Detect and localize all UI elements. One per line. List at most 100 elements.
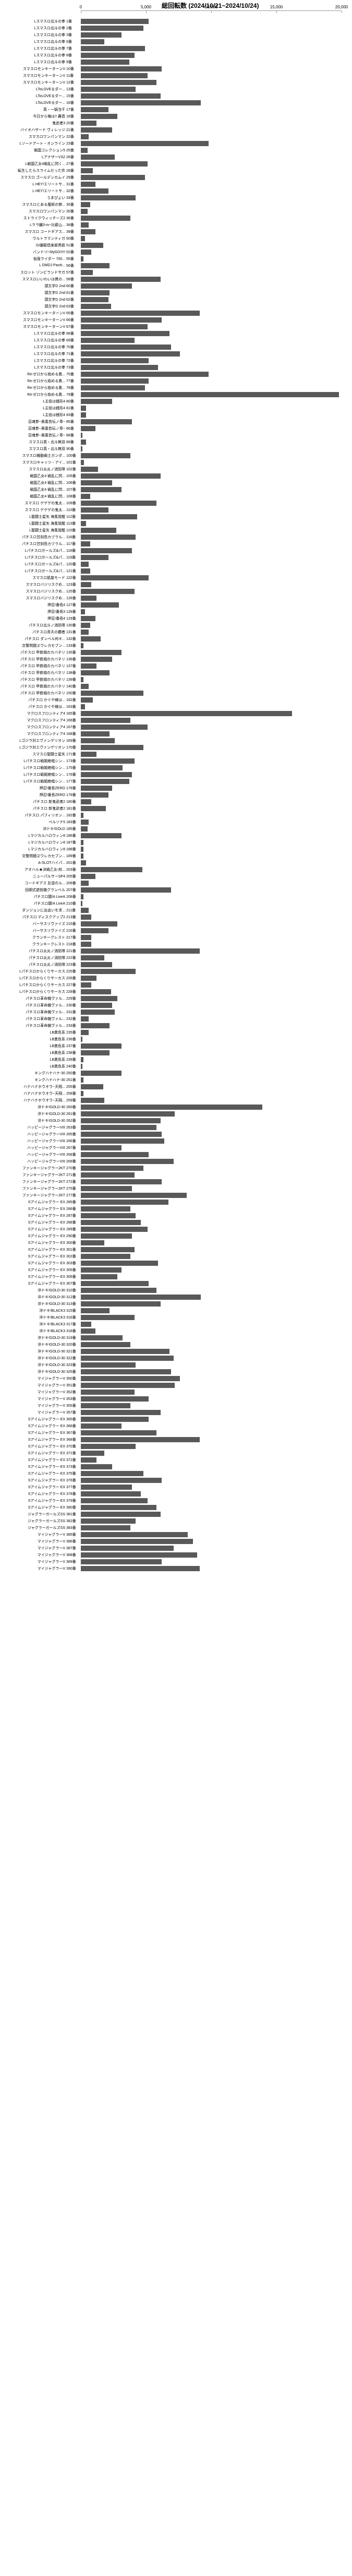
data-row: ハッピージャグラーVIII267番 — [0, 1144, 352, 1151]
data-row: Lパチスロからくりサーカス227番 — [0, 981, 352, 988]
row-label: 沖ドキ!GOLD-30 — [0, 1295, 66, 1300]
row-label: スマスロワンパンマン — [0, 209, 66, 214]
bar — [81, 1390, 135, 1395]
row-number: 50番 — [66, 236, 81, 241]
row-label: ウルトラマンティガ — [0, 236, 66, 241]
bar — [81, 1505, 156, 1510]
bar — [81, 1437, 200, 1442]
data-row: LB異色系240番 — [0, 1063, 352, 1070]
bar — [81, 575, 149, 580]
bar — [81, 1118, 161, 1123]
row-number: 265番 — [66, 1132, 81, 1137]
row-label: Sアイムジャグラー EX — [0, 1254, 66, 1259]
row-label: ペルソナ5 — [0, 820, 66, 825]
row-label: 忍魂参~奥義皆伝ノ章~ — [0, 419, 66, 424]
row-label: パチスロ 甲鉄城のカバネリ — [0, 663, 66, 669]
data-row: ハナハナホウオウ~天翔...259番 — [0, 1097, 352, 1103]
bar-zone — [81, 725, 342, 730]
data-row: LB異色系235番 — [0, 1029, 352, 1036]
row-label: 鬼武者3 — [0, 121, 66, 126]
bar-zone — [81, 1322, 342, 1327]
bar-zone — [81, 1023, 342, 1028]
row-label: スロット ゾンビランドサガ — [0, 270, 66, 275]
bar-zone — [81, 813, 342, 818]
bar — [81, 338, 135, 343]
bar — [81, 1267, 122, 1273]
row-number: 313番 — [66, 1301, 81, 1307]
row-number: 207番 — [66, 887, 81, 893]
row-label: L主役は銭形4 — [0, 399, 66, 404]
bar — [81, 813, 83, 818]
bar-zone — [81, 1383, 342, 1388]
bar-zone — [81, 833, 342, 838]
row-label: ストライクウィッチーズ2 — [0, 216, 66, 221]
bar — [81, 630, 89, 635]
bar — [81, 345, 171, 350]
data-row: スマスロ ゲゲゲの鬼太...109番 — [0, 500, 352, 506]
bar-zone — [81, 691, 342, 696]
row-number: 367番 — [66, 1430, 81, 1435]
bar — [81, 847, 83, 852]
data-row: 戦国コレクション525番 — [0, 147, 352, 153]
bar-zone — [81, 155, 342, 160]
row-label: LToLOVEるダー... — [0, 93, 66, 99]
data-row: 交警問題ヱウレカセブン...189番 — [0, 852, 352, 859]
row-number: 222番 — [66, 955, 81, 960]
bar-zone — [81, 1043, 342, 1049]
bar — [81, 704, 85, 709]
row-label: 沖ドキ!GOLD — [0, 826, 66, 832]
data-row: パチスロ かぐや様は...162番 — [0, 696, 352, 703]
row-label: Lパチスロガールズ&パ... — [0, 548, 66, 553]
data-row: クランキークレスト218番 — [0, 941, 352, 947]
data-row: 今日から俺は!! 轟音18番 — [0, 113, 352, 120]
data-row: L主役は銭形483番 — [0, 411, 352, 418]
data-row: パチスロ 甲鉄城のカバネリ140番 — [0, 683, 352, 690]
row-number: 210番 — [66, 901, 81, 906]
row-label: LToLOVEるダー... — [0, 87, 66, 92]
row-number: 317番 — [66, 1322, 81, 1327]
bar-zone — [81, 433, 342, 438]
bar-zone — [81, 521, 342, 526]
data-row: スマスロワンパンマン22番 — [0, 133, 352, 140]
bar-zone — [81, 630, 342, 635]
data-row: スマスロワンパンマン35番 — [0, 208, 352, 215]
row-number: 232番 — [66, 1016, 81, 1022]
bar-zone — [81, 107, 342, 112]
data-row: うまぴょい33番 — [0, 194, 352, 201]
row-label: Lパチスロ戦姫絶唱シン... — [0, 765, 66, 770]
row-number: 371番 — [66, 1451, 81, 1456]
data-row: 戦国乙女4 戦乱に閃...108番 — [0, 493, 352, 500]
bar — [81, 650, 122, 655]
row-number: 353番 — [66, 1396, 81, 1402]
row-label: スマスロとある魔術の禁... — [0, 202, 66, 207]
bar — [81, 1098, 104, 1103]
bar-zone — [81, 840, 342, 845]
bar — [81, 1403, 130, 1408]
bar-zone — [81, 677, 342, 682]
data-row: Lスマスロ北斗の拳9番 — [0, 58, 352, 65]
bar-zone — [81, 1403, 342, 1408]
bar-zone — [81, 1552, 342, 1558]
bar-zone — [81, 66, 342, 72]
bar-zone — [81, 1138, 342, 1144]
bar-zone — [81, 745, 342, 750]
row-label: Lパチスロ戦姫絶唱シン... — [0, 772, 66, 777]
row-label: スマスロ機動戦士ガンダ... — [0, 453, 66, 458]
row-label: Lララ臓3-m~比叡山... — [0, 222, 66, 228]
bar-zone — [81, 141, 342, 146]
bar-zone — [81, 935, 342, 940]
bar-zone — [81, 575, 342, 580]
bar-zone — [81, 1308, 342, 1313]
bar-zone — [81, 1471, 342, 1476]
data-row: パチスロ甘刻島カヅラル...117番 — [0, 540, 352, 547]
bar — [81, 915, 91, 920]
bar-zone — [81, 1464, 342, 1469]
data-row: スマスロモンキーターンV12番 — [0, 79, 352, 86]
data-row: Sアイムジャグラー EX289番 — [0, 1226, 352, 1232]
bar-zone — [81, 507, 342, 513]
data-row: 沖ドキ!GOLD-30320番 — [0, 1341, 352, 1348]
row-number: 251番 — [66, 1077, 81, 1083]
row-number: 118番 — [66, 548, 81, 553]
data-row: Sアイムジャグラー EX368番 — [0, 1436, 352, 1443]
data-row: ファンキージャグラー2KT277番 — [0, 1192, 352, 1198]
